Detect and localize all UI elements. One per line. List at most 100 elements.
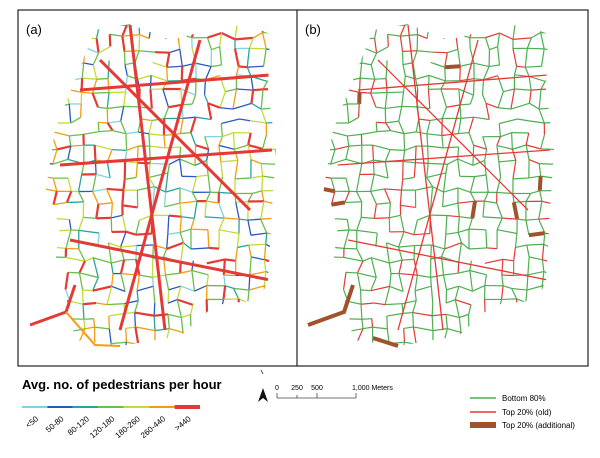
- street: [190, 228, 208, 231]
- street: [68, 135, 72, 147]
- street: [82, 289, 93, 292]
- street: [347, 341, 358, 345]
- street: [248, 24, 266, 26]
- street: [83, 47, 86, 64]
- street: [415, 74, 430, 80]
- street: [315, 78, 317, 89]
- street: [50, 74, 56, 94]
- street: [49, 123, 52, 132]
- street: [250, 120, 267, 124]
- street: [457, 49, 461, 67]
- street: [45, 269, 56, 274]
- main-street: [98, 58, 252, 212]
- street: [138, 24, 141, 35]
- street: [516, 65, 526, 68]
- street: [275, 304, 276, 319]
- street: [274, 249, 276, 264]
- street: [538, 201, 543, 220]
- street: [497, 342, 500, 346]
- street: [514, 233, 518, 248]
- street: [152, 61, 167, 68]
- street-additional: [537, 175, 543, 191]
- street: [320, 258, 321, 273]
- street: [372, 343, 375, 346]
- street: [235, 247, 239, 261]
- street: [344, 201, 362, 204]
- street: [553, 286, 554, 306]
- street: [281, 51, 292, 52]
- street: [235, 66, 240, 75]
- street: [45, 187, 57, 192]
- street: [191, 191, 198, 202]
- street: [293, 249, 294, 257]
- street: [567, 165, 572, 174]
- street: [457, 118, 462, 134]
- street: [445, 299, 456, 304]
- street: [528, 327, 546, 333]
- street: [468, 218, 473, 230]
- street: [501, 298, 517, 301]
- street: [443, 342, 447, 346]
- scale-bar: [276, 393, 357, 399]
- street: [386, 242, 399, 248]
- street: [496, 136, 501, 146]
- street: [140, 356, 154, 361]
- street: [388, 202, 392, 218]
- street: [96, 216, 112, 220]
- street: [251, 256, 265, 261]
- street: [542, 304, 545, 318]
- street: [152, 186, 156, 206]
- street: [126, 341, 139, 345]
- street: [427, 89, 431, 109]
- street: [457, 146, 460, 160]
- street: [167, 231, 181, 235]
- street: [206, 200, 219, 204]
- street: [52, 191, 58, 205]
- street: [418, 356, 432, 361]
- street: [458, 285, 473, 292]
- street: [500, 132, 512, 138]
- street: [432, 360, 446, 362]
- street: [207, 229, 210, 248]
- street: [164, 24, 169, 39]
- street: [252, 31, 263, 39]
- street: [180, 285, 195, 292]
- street: [251, 102, 262, 110]
- street: [376, 129, 391, 133]
- street: [426, 163, 429, 178]
- street: [289, 122, 292, 133]
- street: [328, 270, 334, 292]
- street-additional: [444, 64, 461, 70]
- street: [261, 24, 266, 33]
- street: [526, 37, 532, 49]
- street: [45, 130, 51, 136]
- street: [45, 340, 56, 345]
- street: [264, 258, 276, 265]
- street: [37, 90, 39, 106]
- street: [356, 328, 364, 343]
- street: [501, 274, 504, 286]
- street: [385, 78, 388, 93]
- street: [319, 150, 320, 161]
- street: [481, 79, 485, 95]
- street: [552, 121, 554, 124]
- street: [348, 144, 362, 147]
- street: [458, 269, 471, 274]
- street: [414, 146, 417, 163]
- street: [51, 51, 58, 61]
- street: [473, 62, 490, 68]
- street: [404, 145, 417, 151]
- street: [289, 23, 293, 33]
- street: [265, 243, 276, 250]
- ramp-label: <50: [24, 414, 41, 430]
- street: [412, 50, 418, 63]
- street: [553, 135, 554, 150]
- street: [556, 218, 558, 235]
- street: [512, 177, 529, 180]
- street: [543, 271, 554, 276]
- street: [247, 218, 261, 221]
- street: [204, 216, 225, 219]
- street: [218, 317, 223, 332]
- street: [499, 118, 518, 125]
- street: [457, 158, 474, 166]
